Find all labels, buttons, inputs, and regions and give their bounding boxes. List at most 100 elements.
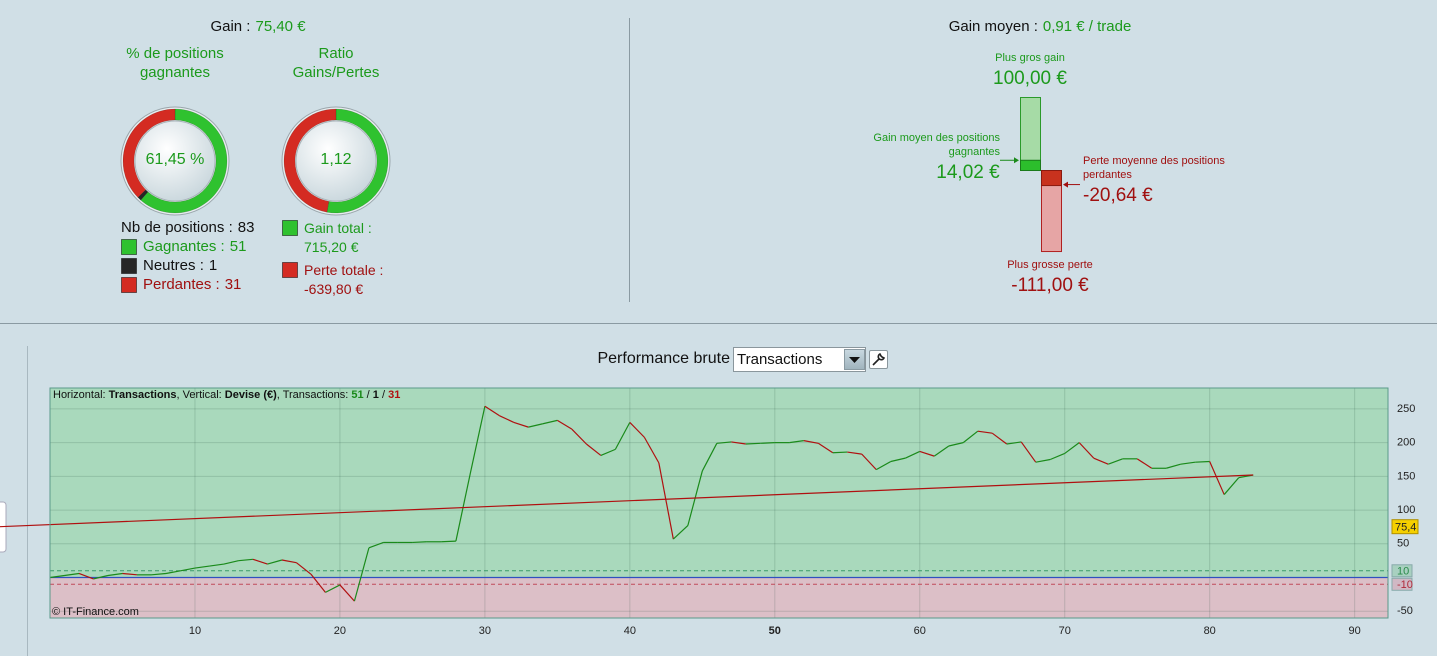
avg-loss-label: Perte moyenne des positions perdantes	[1083, 155, 1225, 181]
max-gain-value: 100,00 €	[993, 68, 1067, 89]
avg-gain-summary: Gain moyen :0,91 € / trade	[890, 18, 1190, 35]
select-value: Transactions	[737, 351, 823, 368]
line-segment	[672, 525, 689, 540]
line-segment	[614, 422, 631, 450]
line-segment	[1050, 452, 1065, 461]
threshold-box	[1391, 577, 1413, 591]
x-tick-label: 40	[624, 625, 636, 637]
line-segment	[209, 563, 225, 567]
donut-center-label: 1,12	[320, 151, 352, 168]
donut-segment	[122, 108, 176, 198]
plot-frame	[49, 387, 1389, 619]
line-segment	[441, 540, 456, 543]
legend-label: Perdantes :	[143, 276, 220, 293]
line-segment	[296, 562, 312, 575]
positions-label: Nb de positions :	[121, 219, 233, 236]
info-part: Horizontal:	[53, 389, 109, 401]
max-gain-bar	[1020, 97, 1041, 171]
line-segment	[1136, 458, 1153, 469]
x-tick-label: 70	[1059, 625, 1071, 637]
positions-total-value: 83	[237, 219, 255, 236]
line-segment	[310, 573, 326, 593]
line-segment	[629, 421, 645, 438]
line-segment	[600, 448, 616, 457]
line-segment	[484, 405, 500, 417]
y-tick-label: 200	[1397, 437, 1415, 449]
total-value: -639,80 €	[304, 281, 364, 297]
select-box[interactable]: Transactions	[733, 347, 866, 372]
line-segment	[905, 450, 921, 459]
plot-positive	[50, 388, 1388, 578]
donut-segment	[326, 108, 389, 214]
chart-toolbar-title: Performance brute	[597, 350, 730, 367]
wrench-icon	[872, 352, 886, 366]
avg-gain-label: Gain moyen :	[948, 18, 1038, 35]
last-value-box	[1391, 519, 1419, 535]
line-segment	[1020, 441, 1037, 463]
line-segment	[760, 442, 775, 444]
line-segment	[165, 570, 181, 575]
line-segment	[643, 436, 660, 464]
line-segment	[1108, 458, 1123, 465]
x-tick-label: 20	[334, 625, 346, 637]
line-segment	[339, 584, 355, 602]
arrow-icon	[849, 357, 860, 363]
arrow-head	[1063, 181, 1068, 188]
avg-gain-value: 14,02 €	[936, 162, 1000, 183]
line-segment	[528, 423, 544, 428]
donut-center	[295, 120, 377, 202]
line-segment	[716, 441, 732, 444]
legend-swatch	[121, 258, 137, 274]
legend-value: 31	[224, 276, 242, 293]
line-segment	[847, 451, 862, 455]
plot-negative	[50, 577, 1388, 618]
line-segment	[1064, 442, 1080, 454]
line-segment	[1209, 461, 1225, 495]
line-segment	[977, 430, 993, 434]
line-segment	[948, 442, 964, 447]
info-part: , Vertical:	[177, 389, 225, 401]
donut-title: % de positions gagnantes	[126, 45, 224, 81]
legend-value: 1	[208, 257, 218, 274]
line-segment	[223, 560, 239, 565]
line-segment	[325, 584, 341, 593]
chart-info: Horizontal: Transactions, Vertical: Devi…	[53, 389, 400, 401]
settings-button[interactable]	[869, 350, 888, 369]
x-tick-label: 80	[1204, 625, 1216, 637]
legend-item: Gagnantes :51	[143, 238, 246, 255]
line-segment	[412, 541, 427, 544]
line-segment	[1180, 461, 1196, 465]
total-label: Perte totale :	[304, 262, 384, 278]
info-part: /	[379, 389, 388, 401]
y-tick-label: 100	[1397, 504, 1415, 516]
line-segment	[991, 432, 1008, 445]
legend-swatch	[121, 277, 137, 293]
positions-total: Nb de positions :83	[121, 219, 254, 236]
y-tick-label: 50	[1397, 538, 1409, 550]
line-segment	[585, 443, 602, 456]
copyright: © IT-Finance.com	[52, 606, 139, 618]
line-segment	[368, 541, 384, 549]
line-segment	[281, 559, 297, 564]
line-segment	[107, 572, 123, 577]
donut-center	[134, 120, 216, 202]
x-tick-label: 10	[189, 625, 201, 637]
avg-loss-bar	[1041, 170, 1062, 187]
line-segment	[1006, 441, 1022, 445]
line-segment	[745, 442, 761, 445]
info-part: Transactions	[109, 389, 177, 401]
line-segment	[731, 441, 746, 445]
line-segment	[194, 565, 210, 569]
x-tick-label: 50	[769, 625, 781, 637]
x-tick-label: 60	[914, 625, 926, 637]
line-segment	[962, 430, 979, 444]
arrow-head	[1014, 157, 1019, 164]
x-tick-label: 90	[1349, 625, 1361, 637]
line-segment	[571, 428, 587, 445]
line-segment	[93, 574, 109, 580]
gain-value: 75,40 €	[255, 18, 306, 35]
line-segment	[78, 572, 94, 580]
total-value: 715,20 €	[304, 239, 359, 255]
avg-gain-value: 0,91 € / trade	[1042, 18, 1132, 35]
